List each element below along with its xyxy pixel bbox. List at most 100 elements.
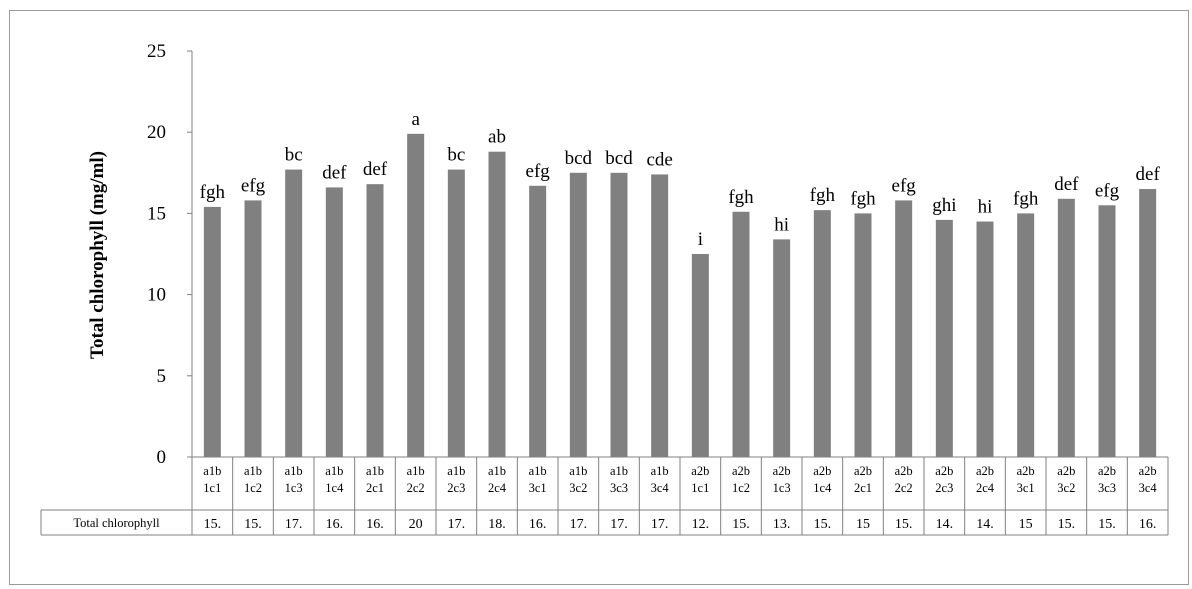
category-label-line1: a1b bbox=[203, 464, 221, 478]
bar bbox=[569, 172, 587, 458]
bar bbox=[407, 133, 425, 457]
category-label-line2: 2c4 bbox=[488, 481, 507, 495]
category-label-line2: 1c3 bbox=[773, 481, 791, 495]
y-axis-label: Total chlorophyll (mg/ml) bbox=[87, 151, 108, 359]
category-label-line2: 1c4 bbox=[325, 481, 344, 495]
significance-label: bcd bbox=[605, 148, 633, 169]
table-value: 17. bbox=[448, 517, 466, 532]
table-value: 15 bbox=[856, 517, 870, 532]
table-value: 16. bbox=[1139, 517, 1157, 532]
category-label-line2: 2c1 bbox=[854, 481, 872, 495]
bar bbox=[651, 174, 669, 457]
category-label-line1: a1b bbox=[610, 464, 628, 478]
table-value: 15 bbox=[1019, 517, 1033, 532]
category-label-line1: a2b bbox=[1139, 464, 1157, 478]
category-label-line1: a1b bbox=[651, 464, 669, 478]
table-value: 15. bbox=[814, 517, 832, 532]
significance-label: fgh bbox=[200, 182, 226, 203]
significance-label: bc bbox=[285, 145, 303, 166]
category-label-line2: 1c3 bbox=[285, 481, 303, 495]
bar bbox=[813, 210, 831, 457]
significance-label: efg bbox=[526, 161, 551, 182]
bar bbox=[976, 221, 994, 457]
significance-label: hi bbox=[978, 197, 993, 218]
category-label-line2: 2c4 bbox=[976, 481, 995, 495]
table-value: 17. bbox=[570, 517, 588, 532]
significance-label: bcd bbox=[565, 148, 593, 169]
bar bbox=[1139, 189, 1157, 458]
bar bbox=[854, 213, 872, 457]
category-label-line2: 3c2 bbox=[569, 481, 587, 495]
significance-label: def bbox=[1136, 164, 1161, 185]
category-label-line2: 3c2 bbox=[1057, 481, 1075, 495]
table-value: 17. bbox=[285, 517, 303, 532]
category-label-line2: 3c1 bbox=[1017, 481, 1035, 495]
significance-label: a bbox=[411, 109, 420, 130]
category-label-line1: a1b bbox=[488, 464, 506, 478]
bar bbox=[773, 239, 791, 457]
category-label-line1: a1b bbox=[325, 464, 343, 478]
category-label-line2: 1c4 bbox=[813, 481, 832, 495]
category-label-line1: a1b bbox=[447, 464, 465, 478]
category-label-line1: a1b bbox=[407, 464, 425, 478]
bar bbox=[529, 185, 547, 458]
bar bbox=[285, 169, 303, 457]
significance-label: def bbox=[1054, 174, 1079, 195]
category-label-line2: 3c4 bbox=[651, 481, 670, 495]
y-tick-label: 5 bbox=[157, 366, 167, 387]
bar bbox=[447, 169, 465, 457]
significance-label: efg bbox=[1095, 180, 1120, 201]
table-value: 12. bbox=[692, 517, 710, 532]
table-value: 15. bbox=[732, 517, 750, 532]
significance-label: bc bbox=[447, 145, 465, 166]
category-label-line1: a2b bbox=[1017, 464, 1035, 478]
category-label-line2: 3c1 bbox=[529, 481, 547, 495]
table-value: 15. bbox=[244, 517, 262, 532]
table-value: 18. bbox=[488, 517, 506, 532]
bar bbox=[1057, 198, 1075, 457]
category-label-line2: 3c3 bbox=[1098, 481, 1116, 495]
table-value: 15. bbox=[1098, 517, 1116, 532]
category-label-line1: a2b bbox=[1057, 464, 1075, 478]
bar bbox=[203, 206, 221, 457]
category-label-line2: 1c2 bbox=[244, 481, 262, 495]
category-label-line2: 1c2 bbox=[732, 481, 750, 495]
significance-label: fgh bbox=[810, 185, 836, 206]
category-label-line2: 1c1 bbox=[203, 481, 221, 495]
bar bbox=[732, 211, 750, 457]
category-label-line2: 3c3 bbox=[610, 481, 628, 495]
category-label-line2: 1c1 bbox=[691, 481, 709, 495]
category-label-line1: a1b bbox=[285, 464, 303, 478]
table-value: 17. bbox=[610, 517, 628, 532]
significance-label: efg bbox=[241, 175, 266, 196]
significance-label: i bbox=[698, 229, 703, 250]
category-label-line1: a2b bbox=[895, 464, 913, 478]
category-label-line1: a2b bbox=[1098, 464, 1116, 478]
y-tick-label: 0 bbox=[157, 447, 167, 468]
significance-label: fgh bbox=[1013, 188, 1039, 209]
category-label-line1: a2b bbox=[732, 464, 750, 478]
bar bbox=[366, 184, 384, 457]
category-label-line1: a2b bbox=[854, 464, 872, 478]
y-tick-label: 25 bbox=[147, 41, 166, 62]
table-value: 15. bbox=[204, 517, 222, 532]
significance-label: def bbox=[322, 162, 347, 183]
category-label-line1: a2b bbox=[935, 464, 953, 478]
category-label-line2: 3c4 bbox=[1139, 481, 1158, 495]
table-row-label: Total chlorophyll bbox=[73, 516, 160, 530]
bar bbox=[1017, 213, 1035, 457]
bar bbox=[244, 200, 262, 457]
category-label-line1: a2b bbox=[773, 464, 791, 478]
bar bbox=[935, 219, 953, 457]
significance-label: ab bbox=[488, 127, 506, 148]
bar bbox=[895, 200, 913, 457]
table-value: 15. bbox=[1058, 517, 1076, 532]
category-label-line2: 2c3 bbox=[447, 481, 465, 495]
category-label-line1: a1b bbox=[529, 464, 547, 478]
category-label-line1: a2b bbox=[976, 464, 994, 478]
table-value: 16. bbox=[529, 517, 547, 532]
significance-label: efg bbox=[892, 175, 917, 196]
table-value: 15. bbox=[895, 517, 913, 532]
category-label-line2: 2c3 bbox=[935, 481, 953, 495]
table-value: 13. bbox=[773, 517, 791, 532]
